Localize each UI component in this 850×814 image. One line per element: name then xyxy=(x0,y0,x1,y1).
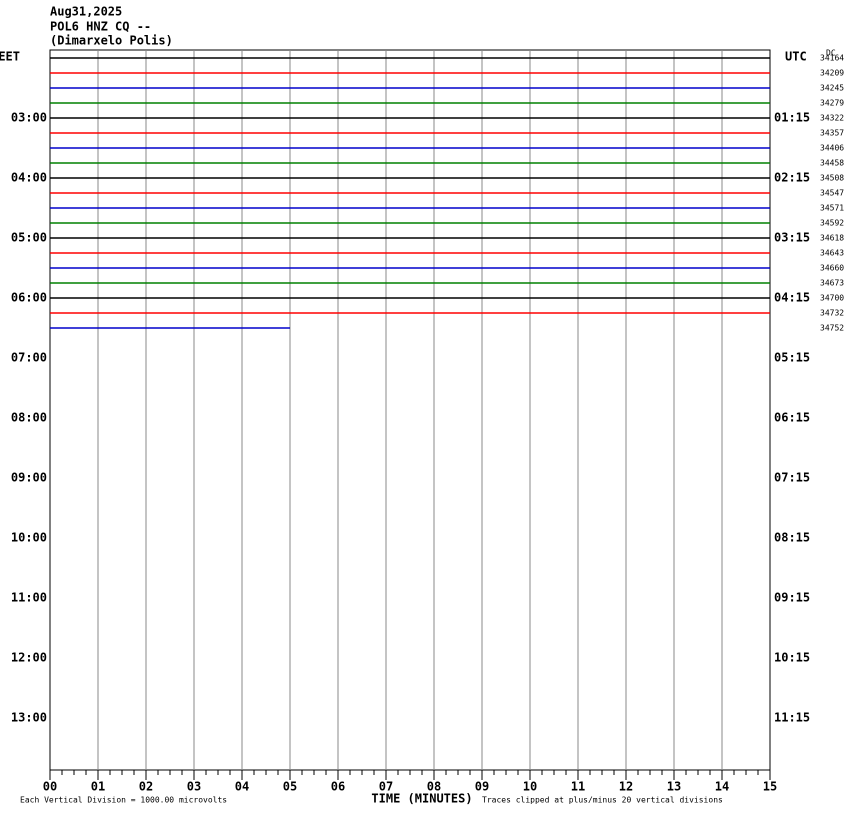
scale-note: Each Vertical Division = 1000.00 microvo… xyxy=(20,796,227,805)
right-time-label: 04:15 xyxy=(774,291,810,305)
dc-value: 34547 xyxy=(820,189,844,198)
dc-value: 34752 xyxy=(820,324,844,333)
dc-value: 34618 xyxy=(820,234,844,243)
x-tick-label: 00 xyxy=(43,780,57,794)
left-time-label: 05:00 xyxy=(11,231,47,245)
left-time-label: 06:00 xyxy=(11,291,47,305)
dc-value: 34279 xyxy=(820,99,844,108)
dc-value: 34458 xyxy=(820,159,844,168)
left-time-label: 08:00 xyxy=(11,411,47,425)
x-tick-label: 15 xyxy=(763,780,777,794)
left-time-label: 12:00 xyxy=(11,651,47,665)
location: (Dimarxelo Polis) xyxy=(50,34,173,48)
right-time-label: 09:15 xyxy=(774,591,810,605)
x-tick-label: 11 xyxy=(571,780,585,794)
x-tick-label: 04 xyxy=(235,780,249,794)
dc-value: 34660 xyxy=(820,264,844,273)
left-zone-label: EET xyxy=(0,50,20,64)
right-time-label: 07:15 xyxy=(774,471,810,485)
dc-value: 34700 xyxy=(820,294,844,303)
left-time-label: 13:00 xyxy=(11,711,47,725)
clip-note: Traces clipped at plus/minus 20 vertical… xyxy=(482,796,723,805)
right-time-label: 06:15 xyxy=(774,411,810,425)
dc-value: 34643 xyxy=(820,249,844,258)
x-axis-label: TIME (MINUTES) xyxy=(371,792,472,806)
x-tick-label: 01 xyxy=(91,780,105,794)
left-time-label: 04:00 xyxy=(11,171,47,185)
station: POL6 HNZ CQ -- xyxy=(50,20,151,34)
left-time-label: 11:00 xyxy=(11,591,47,605)
right-time-label: 02:15 xyxy=(774,171,810,185)
dc-value: 34164 xyxy=(820,54,844,63)
dc-value: 34406 xyxy=(820,144,844,153)
date: Aug31,2025 xyxy=(50,5,122,19)
x-tick-label: 02 xyxy=(139,780,153,794)
x-tick-label: 14 xyxy=(715,780,729,794)
dc-value: 34571 xyxy=(820,204,844,213)
x-tick-label: 06 xyxy=(331,780,345,794)
right-time-label: 10:15 xyxy=(774,651,810,665)
right-time-label: 01:15 xyxy=(774,111,810,125)
left-time-label: 07:00 xyxy=(11,351,47,365)
x-tick-label: 13 xyxy=(667,780,681,794)
x-tick-label: 03 xyxy=(187,780,201,794)
dc-value: 34592 xyxy=(820,219,844,228)
dc-value: 34357 xyxy=(820,129,844,138)
right-time-label: 05:15 xyxy=(774,351,810,365)
x-tick-label: 09 xyxy=(475,780,489,794)
right-time-label: 11:15 xyxy=(774,711,810,725)
dc-value: 34732 xyxy=(820,309,844,318)
right-time-label: 03:15 xyxy=(774,231,810,245)
x-tick-label: 07 xyxy=(379,780,393,794)
right-zone-label: UTC xyxy=(785,50,807,64)
dc-label: DC xyxy=(826,49,836,58)
dc-value: 34322 xyxy=(820,114,844,123)
left-time-label: 03:00 xyxy=(11,111,47,125)
dc-value: 34508 xyxy=(820,174,844,183)
dc-value: 34245 xyxy=(820,84,844,93)
left-time-label: 10:00 xyxy=(11,531,47,545)
right-time-label: 08:15 xyxy=(774,531,810,545)
x-tick-label: 10 xyxy=(523,780,537,794)
x-tick-label: 08 xyxy=(427,780,441,794)
dc-value: 34209 xyxy=(820,69,844,78)
x-tick-label: 12 xyxy=(619,780,633,794)
x-tick-label: 05 xyxy=(283,780,297,794)
left-time-label: 09:00 xyxy=(11,471,47,485)
dc-value: 34673 xyxy=(820,279,844,288)
